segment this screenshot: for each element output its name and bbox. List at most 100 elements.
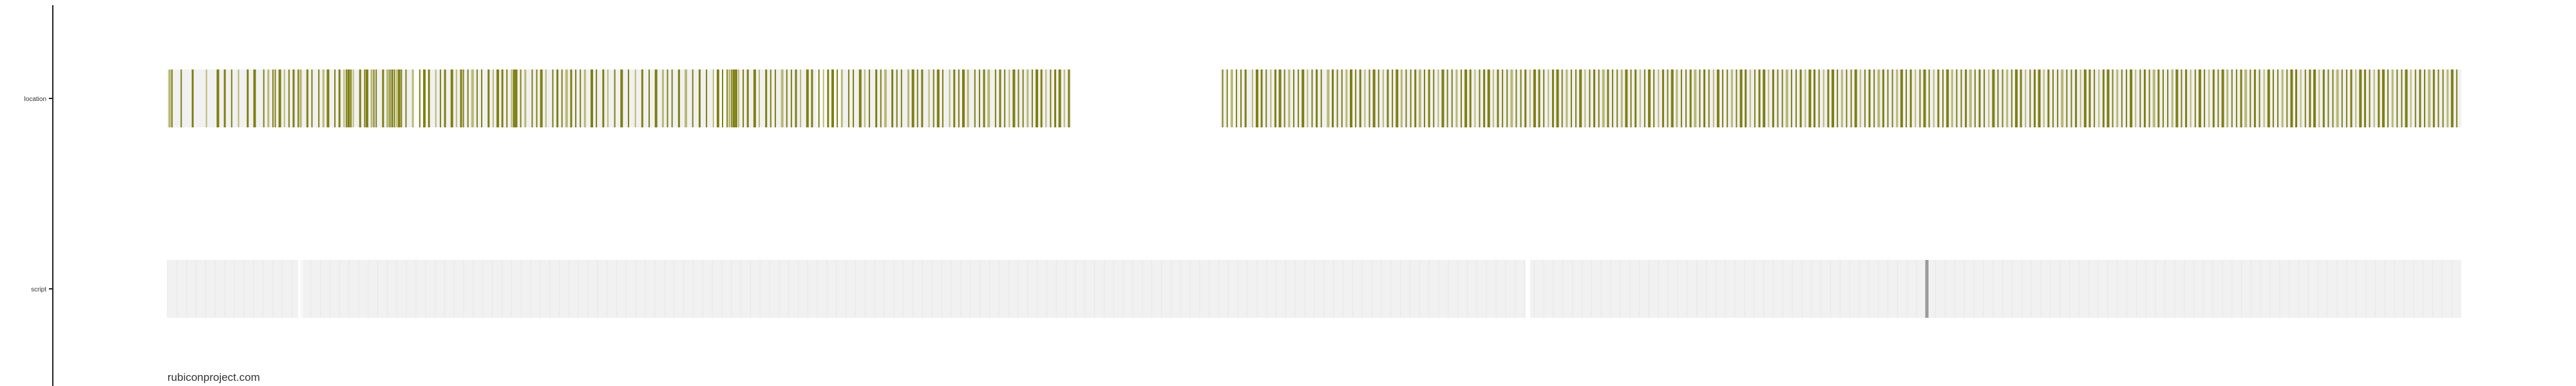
location-event-mark xyxy=(891,69,893,127)
location-event-mark xyxy=(1612,69,1613,127)
location-event-mark xyxy=(823,69,824,127)
location-event-mark xyxy=(471,69,474,127)
location-event-mark xyxy=(1332,69,1334,127)
location-event-mark xyxy=(1455,69,1457,127)
location-event-mark xyxy=(1896,69,1898,127)
track-segment-location-3 xyxy=(739,69,817,127)
location-event-mark xyxy=(917,69,918,127)
location-event-mark xyxy=(1023,69,1024,127)
location-event-mark xyxy=(1392,69,1393,127)
location-event-mark xyxy=(580,69,581,127)
location-event-mark xyxy=(1960,69,1962,127)
location-event-mark xyxy=(1298,69,1299,127)
location-event-mark xyxy=(1786,69,1788,127)
location-event-mark xyxy=(2015,69,2018,127)
location-event-mark xyxy=(1717,69,1719,127)
location-event-mark xyxy=(848,69,849,127)
location-event-mark xyxy=(299,69,302,127)
location-event-mark xyxy=(451,69,453,127)
location-event-mark xyxy=(841,69,843,127)
location-event-mark xyxy=(912,69,914,127)
location-event-mark xyxy=(435,69,437,127)
location-event-mark xyxy=(1699,69,1700,127)
location-event-mark xyxy=(2428,69,2430,127)
location-event-mark xyxy=(1621,69,1623,127)
location-event-mark xyxy=(401,69,402,127)
location-event-mark xyxy=(786,69,788,127)
location-event-mark xyxy=(1279,69,1282,127)
location-event-mark xyxy=(2231,69,2233,127)
location-event-mark xyxy=(2020,69,2022,127)
location-event-mark xyxy=(298,69,299,127)
location-event-mark xyxy=(2240,69,2242,127)
location-event-mark xyxy=(1768,69,1769,127)
location-event-mark xyxy=(444,69,446,127)
location-event-mark xyxy=(1419,69,1421,127)
location-event-mark xyxy=(1311,69,1312,127)
location-event-mark xyxy=(1562,69,1563,127)
location-event-mark xyxy=(1350,69,1352,127)
location-event-mark xyxy=(1808,69,1811,127)
location-event-mark xyxy=(806,69,809,127)
location-event-mark xyxy=(502,69,504,127)
location-event-mark xyxy=(2088,69,2090,127)
location-event-mark xyxy=(1690,69,1692,127)
location-event-mark xyxy=(2181,69,2182,127)
location-event-mark xyxy=(884,69,887,127)
location-event-mark xyxy=(1731,69,1733,127)
location-event-mark xyxy=(1873,69,1875,127)
location-event-mark xyxy=(655,69,658,127)
location-event-mark xyxy=(1662,69,1664,127)
location-event-mark xyxy=(394,69,395,127)
location-event-mark xyxy=(1307,69,1308,127)
location-event-mark xyxy=(392,69,393,127)
location-event-mark xyxy=(562,69,563,127)
location-event-mark xyxy=(1631,69,1632,127)
location-event-mark xyxy=(1648,69,1651,127)
location-event-mark xyxy=(2364,69,2366,127)
location-event-mark xyxy=(323,69,325,127)
location-event-mark xyxy=(515,69,517,127)
location-event-mark xyxy=(2236,69,2237,127)
location-event-mark xyxy=(1474,69,1475,127)
location-event-mark xyxy=(685,69,687,127)
location-event-mark xyxy=(263,69,265,127)
location-event-mark xyxy=(827,69,829,127)
location-event-mark xyxy=(1464,69,1467,127)
location-event-mark xyxy=(2415,69,2416,127)
y-axis: location script xyxy=(24,5,53,386)
location-event-mark xyxy=(359,69,361,127)
location-event-mark xyxy=(192,69,194,127)
location-event-mark xyxy=(2264,69,2265,127)
location-event-mark xyxy=(1405,69,1406,127)
location-event-mark xyxy=(2075,69,2077,127)
location-event-mark xyxy=(2346,69,2347,127)
location-event-mark xyxy=(974,69,976,127)
location-event-mark xyxy=(1410,69,1412,127)
location-event-mark xyxy=(1969,69,1972,127)
location-event-mark xyxy=(1520,69,1522,127)
location-event-mark xyxy=(347,69,350,127)
location-event-mark xyxy=(460,69,462,127)
location-event-mark xyxy=(837,69,838,127)
location-event-mark xyxy=(289,69,290,127)
location-event-mark xyxy=(2318,69,2320,127)
location-event-mark xyxy=(1819,69,1820,127)
location-event-mark xyxy=(1579,69,1582,127)
location-event-mark xyxy=(2222,69,2224,127)
location-event-mark xyxy=(2066,69,2067,127)
location-event-mark xyxy=(753,69,756,127)
location-event-mark xyxy=(962,69,965,127)
location-event-mark xyxy=(2290,69,2293,127)
location-event-mark xyxy=(274,69,276,127)
location-event-mark xyxy=(2052,69,2054,127)
location-event-mark xyxy=(1978,69,1980,127)
location-event-mark xyxy=(1892,69,1893,127)
location-event-mark xyxy=(1571,69,1572,127)
location-event-mark xyxy=(2277,69,2278,127)
location-event-mark xyxy=(1827,69,1829,127)
location-event-mark xyxy=(353,69,354,127)
location-event-mark xyxy=(628,69,629,127)
location-event-mark xyxy=(1364,69,1365,127)
